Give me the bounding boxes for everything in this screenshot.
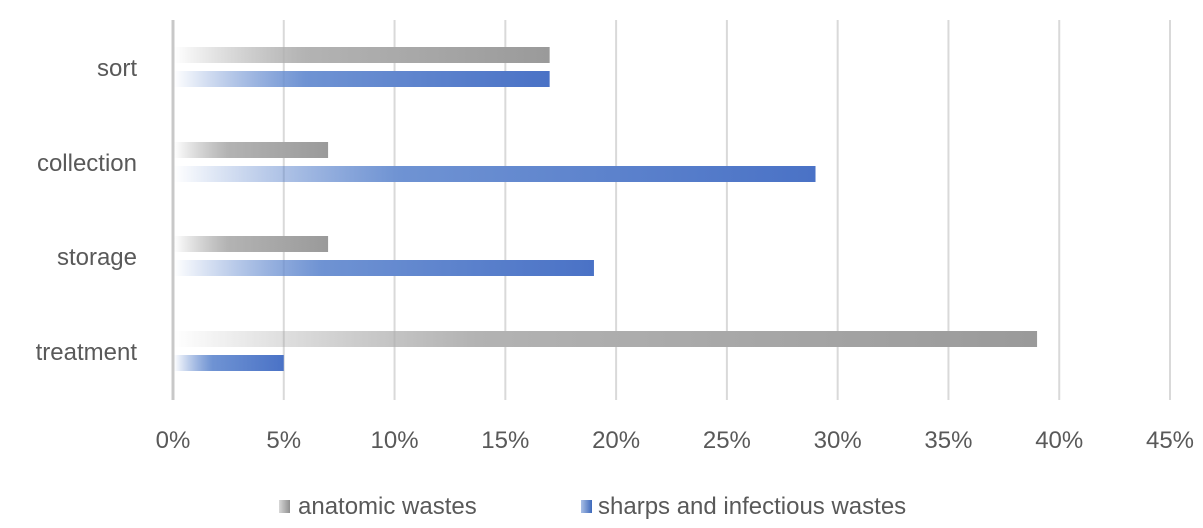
- legend-label-0: anatomic wastes: [298, 493, 477, 520]
- x-tick-label: 35%: [924, 427, 972, 454]
- legend-swatch-0: [279, 500, 290, 513]
- bar-collection-series-0: [174, 142, 329, 158]
- x-tick-label: 5%: [266, 427, 301, 454]
- category-label-collection: collection: [37, 150, 137, 177]
- legend-swatch-1: [581, 500, 592, 513]
- legend: anatomic wastes sharps and infectious was…: [279, 493, 906, 520]
- bars: [174, 47, 1038, 371]
- x-tick-label: 45%: [1146, 427, 1194, 454]
- bar-storage-series-0: [174, 236, 329, 252]
- x-tick-label: 0%: [156, 427, 191, 454]
- bar-sort-series-1: [174, 71, 550, 87]
- bar-treatment-series-1: [174, 355, 284, 371]
- x-tick-labels: 0% 5% 10% 15% 20% 25% 30% 35% 40% 45%: [156, 427, 1194, 454]
- bar-treatment-series-0: [174, 331, 1038, 347]
- bar-storage-series-1: [174, 260, 594, 276]
- x-tick-label: 30%: [814, 427, 862, 454]
- category-label-treatment: treatment: [36, 339, 138, 366]
- x-tick-label: 20%: [592, 427, 640, 454]
- bar-collection-series-1: [174, 166, 816, 182]
- x-tick-label: 10%: [371, 427, 419, 454]
- category-labels: sort collection storage treatment: [36, 55, 138, 366]
- category-label-storage: storage: [57, 244, 137, 271]
- x-tick-label: 25%: [703, 427, 751, 454]
- legend-label-1: sharps and infectious wastes: [598, 493, 906, 520]
- x-tick-label: 40%: [1035, 427, 1083, 454]
- bar-sort-series-0: [174, 47, 550, 63]
- x-tick-label: 15%: [481, 427, 529, 454]
- category-label-sort: sort: [97, 55, 137, 82]
